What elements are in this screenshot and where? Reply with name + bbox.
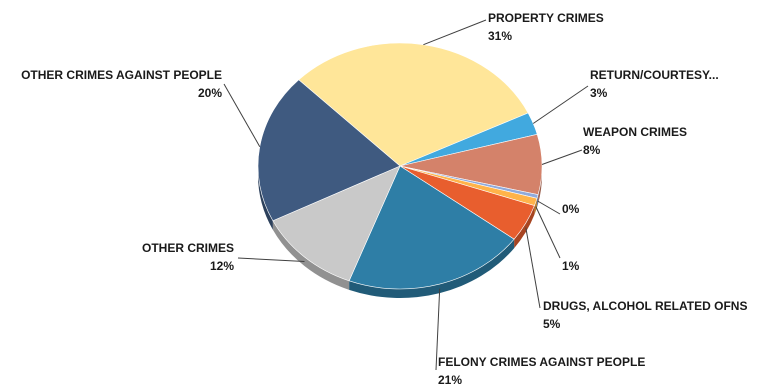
side-wall-drugs-alcohol xyxy=(514,205,535,249)
label-drugs-alcohol-pct: 5% xyxy=(543,317,561,331)
leader-weapon-crimes xyxy=(541,149,583,165)
label-weapon-crimes-name: WEAPON CRIMES xyxy=(583,125,687,139)
leader-return-courtesy xyxy=(532,85,589,124)
side-wall-weapon-crimes xyxy=(538,166,542,204)
label-return-courtesy-name: RETURN/COURTESY... xyxy=(590,68,719,82)
label-one-pct: 1% xyxy=(562,259,580,273)
leader-other-crimes xyxy=(237,257,305,262)
label-property-crimes-pct: 31% xyxy=(488,29,512,43)
slice-felony-crimes xyxy=(348,165,515,290)
leader-one-pct xyxy=(535,206,561,259)
side-wall-felony-crimes xyxy=(349,239,515,298)
leader-other-crimes-against-people xyxy=(223,83,261,147)
label-drugs-alcohol-name: DRUGS, ALCOHOL RELATED OFNS xyxy=(543,299,747,313)
slice-property-crimes xyxy=(298,42,529,167)
slice-labels: PROPERTY CRIMES 31% RETURN/COURTESY... 3… xyxy=(21,11,747,387)
label-zero-pct: 0% xyxy=(562,202,580,216)
slice-other-crimes xyxy=(272,165,401,282)
label-other-crimes-pct: 12% xyxy=(210,259,234,273)
leader-drugs-alcohol xyxy=(525,227,541,309)
side-wall-other-crimes xyxy=(272,220,350,290)
label-property-crimes-name: PROPERTY CRIMES xyxy=(488,11,604,25)
pie-slices xyxy=(257,42,543,290)
label-other-crimes-name: OTHER CRIMES xyxy=(142,241,234,255)
leader-lines xyxy=(223,19,589,371)
label-felony-crimes-pct: 21% xyxy=(438,373,462,387)
label-weapon-crimes-pct: 8% xyxy=(583,143,601,157)
label-other-crimes-against-people-name: OTHER CRIMES AGAINST PEOPLE xyxy=(21,68,222,82)
leader-felony-crimes xyxy=(435,288,441,371)
label-felony-crimes-name: FELONY CRIMES AGAINST PEOPLE xyxy=(438,355,645,369)
leader-property-crimes xyxy=(423,19,487,46)
label-return-courtesy-pct: 3% xyxy=(590,86,608,100)
leader-zero-pct xyxy=(537,200,561,215)
label-other-crimes-against-people-pct: 20% xyxy=(198,86,222,100)
side-wall-one-pct xyxy=(534,198,538,215)
